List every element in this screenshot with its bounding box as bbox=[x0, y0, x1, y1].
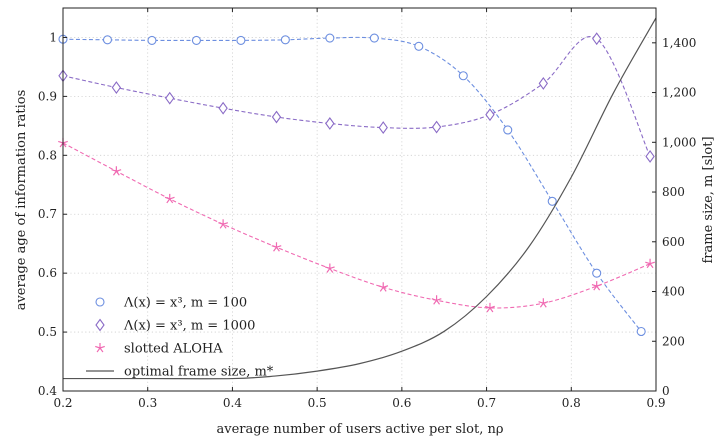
data-point bbox=[271, 110, 282, 124]
data-point bbox=[271, 242, 282, 252]
data-point bbox=[165, 91, 175, 105]
data-point bbox=[369, 33, 379, 43]
x-tick-label: 0.9 bbox=[646, 396, 665, 410]
y-right-tick-label: 1,200 bbox=[662, 86, 696, 100]
series-2 bbox=[58, 137, 656, 313]
legend-label: Λ(x) = x³, m = 100 bbox=[123, 296, 247, 311]
y-left-tick-label: 0.8 bbox=[38, 148, 57, 162]
series-line bbox=[63, 17, 657, 380]
data-point bbox=[324, 263, 335, 273]
data-point bbox=[147, 35, 157, 45]
data-point bbox=[538, 76, 549, 90]
data-point bbox=[538, 298, 549, 308]
data-point bbox=[378, 121, 388, 135]
data-point bbox=[592, 32, 602, 46]
y-axis-left-label: average age of information ratios bbox=[14, 90, 29, 311]
x-tick-label: 0.5 bbox=[308, 396, 327, 410]
y-right-tick-label: 600 bbox=[662, 235, 685, 249]
plot-frame bbox=[62, 7, 657, 392]
data-point bbox=[280, 35, 290, 45]
y-axis-right-label: frame size, m [slot] bbox=[701, 136, 716, 263]
data-point bbox=[191, 35, 201, 45]
legend-label: optimal frame size, m* bbox=[124, 365, 274, 380]
data-point bbox=[111, 81, 122, 94]
data-point bbox=[591, 281, 602, 291]
legend: Λ(x) = x³, m = 100 Λ(x) = x³, m = 1000 slo… bbox=[86, 296, 274, 380]
y-left-tick-label: 0.6 bbox=[38, 266, 57, 280]
series-line bbox=[62, 142, 651, 309]
y-right-tick-label: 0 bbox=[662, 384, 670, 398]
data-point bbox=[458, 71, 468, 81]
y-left-tick-label: 0.9 bbox=[38, 89, 57, 103]
series-1 bbox=[58, 32, 655, 163]
x-axis-label: average number of users active per slot,… bbox=[217, 422, 504, 437]
data-point bbox=[485, 302, 495, 313]
y-left-tick-label: 1 bbox=[49, 30, 57, 44]
data-point bbox=[645, 150, 655, 163]
data-point bbox=[325, 33, 335, 43]
data-point bbox=[378, 282, 389, 292]
data-point bbox=[592, 268, 602, 278]
series-line bbox=[62, 36, 642, 332]
y-right-tick-label: 400 bbox=[662, 285, 685, 299]
series-layer bbox=[58, 17, 657, 380]
series-0 bbox=[58, 33, 646, 337]
y-right-tick-label: 1,400 bbox=[662, 36, 696, 50]
legend-marker bbox=[95, 297, 105, 307]
x-tick-label: 0.2 bbox=[53, 396, 72, 410]
series-line bbox=[62, 36, 651, 157]
data-point bbox=[236, 35, 246, 45]
data-point bbox=[325, 117, 335, 130]
data-point bbox=[645, 258, 656, 269]
y-right-tick-label: 200 bbox=[662, 334, 685, 348]
legend-marker bbox=[95, 343, 105, 353]
x-tick-label: 0.7 bbox=[477, 396, 496, 410]
data-point bbox=[547, 196, 557, 206]
series-3 bbox=[63, 17, 657, 380]
data-point bbox=[636, 326, 646, 337]
data-point bbox=[431, 120, 442, 134]
data-point bbox=[431, 295, 442, 305]
legend-marker bbox=[95, 318, 105, 332]
data-point bbox=[218, 101, 228, 115]
ticks-layer: 0.2 0.3 0.4 0.5 0.6 0.7 0.8 0.9 0.4 0.5 0.6 0.7 0.8 0… bbox=[38, 8, 696, 410]
y-right-tick-label: 1,000 bbox=[662, 135, 696, 149]
data-point bbox=[414, 41, 424, 51]
y-left-tick-label: 0.4 bbox=[38, 384, 57, 398]
data-point bbox=[164, 193, 175, 204]
x-tick-label: 0.3 bbox=[138, 396, 157, 410]
legend-label: slotted ALOHA bbox=[124, 342, 223, 357]
y-left-tick-label: 0.5 bbox=[38, 325, 57, 339]
data-point bbox=[218, 219, 229, 229]
x-tick-label: 0.8 bbox=[562, 396, 581, 410]
grid bbox=[62, 8, 657, 392]
data-point bbox=[485, 108, 495, 122]
x-tick-label: 0.4 bbox=[223, 396, 242, 410]
legend-label: Λ(x) = x³, m = 1000 bbox=[123, 319, 255, 334]
data-point bbox=[503, 125, 513, 135]
data-point bbox=[111, 166, 122, 176]
data-point bbox=[102, 35, 113, 45]
y-right-tick-label: 800 bbox=[662, 185, 685, 199]
x-tick-label: 0.6 bbox=[392, 396, 411, 410]
y-left-tick-label: 0.7 bbox=[38, 207, 57, 221]
